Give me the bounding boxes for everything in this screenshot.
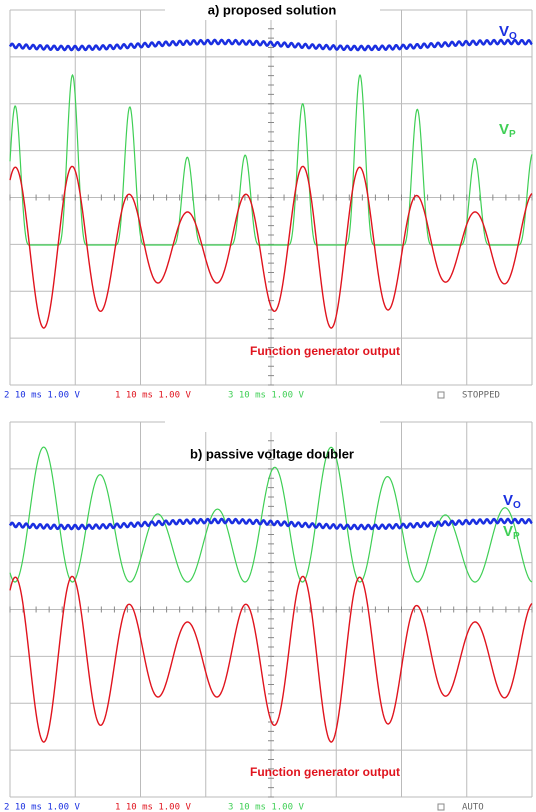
vo-sub: O: [513, 500, 521, 511]
generator-label: Function generator output: [250, 344, 400, 358]
status-item: 2 10 ms 1.00 V: [4, 803, 80, 812]
vo-main: V: [503, 492, 513, 509]
panel-title: b) passive voltage doubler: [190, 446, 354, 461]
status-item: 3 10 ms 1.00 V: [228, 803, 304, 812]
vp-label: VP: [499, 121, 516, 140]
vp-sub: P: [513, 531, 520, 542]
vo-main: V: [499, 23, 509, 40]
status-item: AUTO: [462, 803, 484, 812]
panel-title: a) proposed solution: [208, 2, 337, 17]
status-item: STOPPED: [462, 391, 500, 401]
vo-label: VO: [503, 492, 521, 511]
figure: a) proposed solutionVOVPFunction generat…: [0, 0, 536, 812]
vo-sub: O: [509, 31, 517, 42]
status-box: [438, 804, 444, 810]
vp-main: V: [503, 523, 513, 540]
generator-label: Function generator output: [250, 765, 400, 779]
title-background: [165, 414, 380, 432]
status-item: 2 10 ms 1.00 V: [4, 391, 80, 401]
status-item: 1 10 ms 1.00 V: [115, 803, 191, 812]
vo-label: VO: [499, 23, 517, 42]
vp-main: V: [499, 121, 509, 138]
vp-sub: P: [509, 129, 516, 140]
status-box: [438, 392, 444, 398]
status-item: 3 10 ms 1.00 V: [228, 391, 304, 401]
vp-label: VP: [503, 523, 520, 542]
status-item: 1 10 ms 1.00 V: [115, 391, 191, 401]
